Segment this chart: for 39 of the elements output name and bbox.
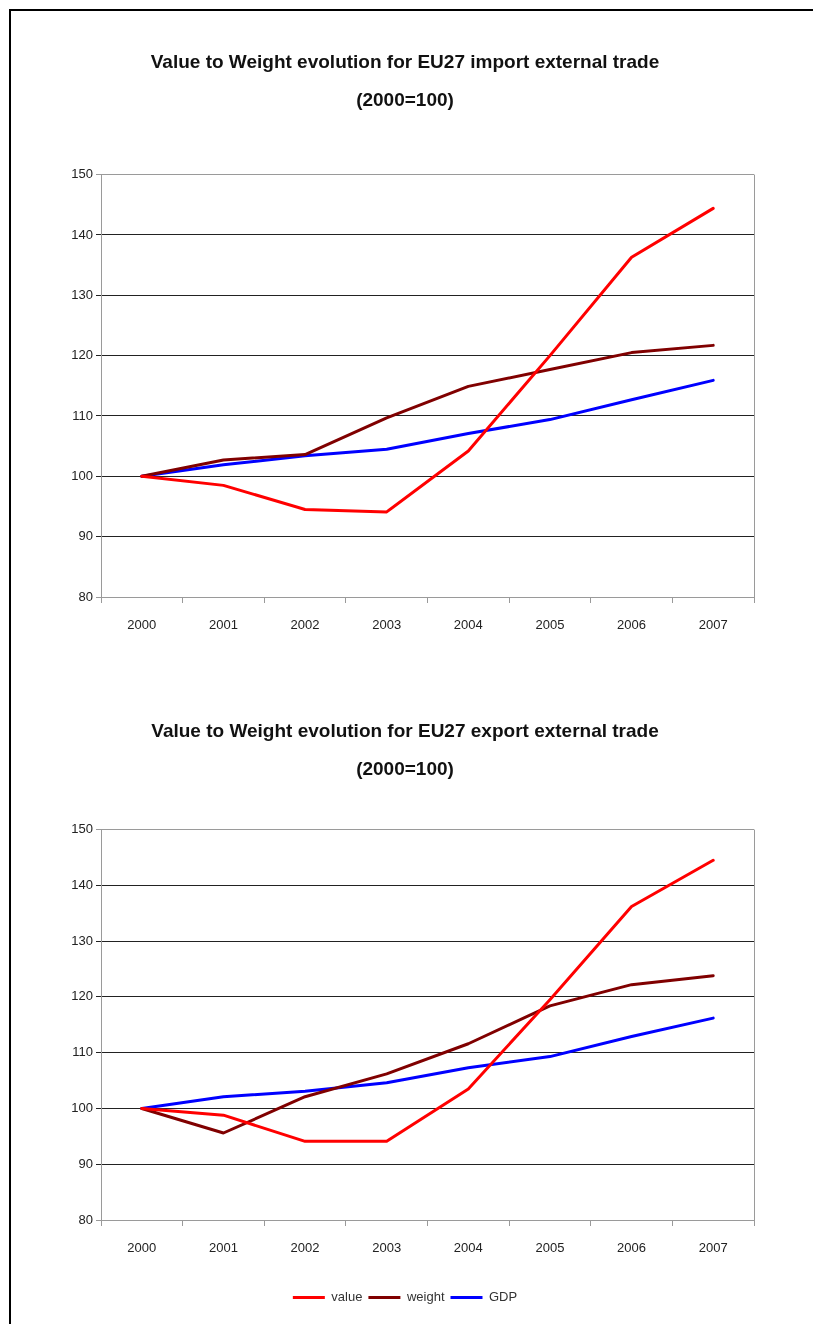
x-tick-label: 2005 (535, 1240, 565, 1256)
y-tick-label: 140 (71, 226, 93, 242)
chart-subtitle: (2000=100) (356, 89, 454, 111)
legend-label: GDP (488, 1289, 518, 1305)
x-tick-label: 2000 (127, 1240, 157, 1256)
y-tick-label: 80 (78, 1211, 93, 1227)
x-tick-label: 2005 (535, 617, 565, 633)
y-tick-label: 130 (71, 932, 93, 948)
x-tick-label: 2003 (372, 617, 402, 633)
y-tick-label: 120 (71, 347, 93, 363)
chart-title: Value to Weight evolution for EU27 import external trade (150, 50, 660, 72)
y-tick-label: 140 (71, 876, 93, 892)
x-tick-label: 2003 (372, 1240, 402, 1256)
chart-title: Value to Weight evolution for EU27 export external trade (151, 719, 659, 741)
x-tick-label: 2002 (290, 617, 320, 633)
y-tick-label: 110 (72, 1044, 93, 1060)
y-tick-label: 100 (71, 467, 93, 483)
y-tick-label: 150 (71, 821, 93, 837)
x-tick-label: 2007 (698, 1240, 728, 1256)
legend-label: weight (405, 1289, 445, 1305)
y-tick-label: 110 (72, 407, 93, 423)
y-tick-label: 90 (78, 528, 93, 544)
x-tick-label: 2007 (698, 617, 728, 633)
y-tick-label: 120 (71, 988, 93, 1004)
y-tick-label: 100 (71, 1100, 93, 1116)
chart-subtitle: (2000=100) (356, 758, 454, 780)
x-tick-label: 2000 (127, 617, 157, 633)
x-tick-label: 2006 (617, 617, 647, 633)
legend-label: value (331, 1289, 363, 1305)
x-tick-label: 2002 (290, 1240, 320, 1256)
y-tick-label: 150 (71, 166, 93, 182)
x-tick-label: 2004 (453, 617, 483, 633)
y-tick-label: 80 (78, 588, 93, 604)
x-tick-label: 2001 (208, 1240, 238, 1256)
y-tick-label: 90 (78, 1155, 93, 1171)
x-tick-label: 2001 (208, 617, 238, 633)
y-tick-label: 130 (71, 286, 93, 302)
x-tick-label: 2004 (453, 1240, 483, 1256)
x-tick-label: 2006 (617, 1240, 647, 1256)
